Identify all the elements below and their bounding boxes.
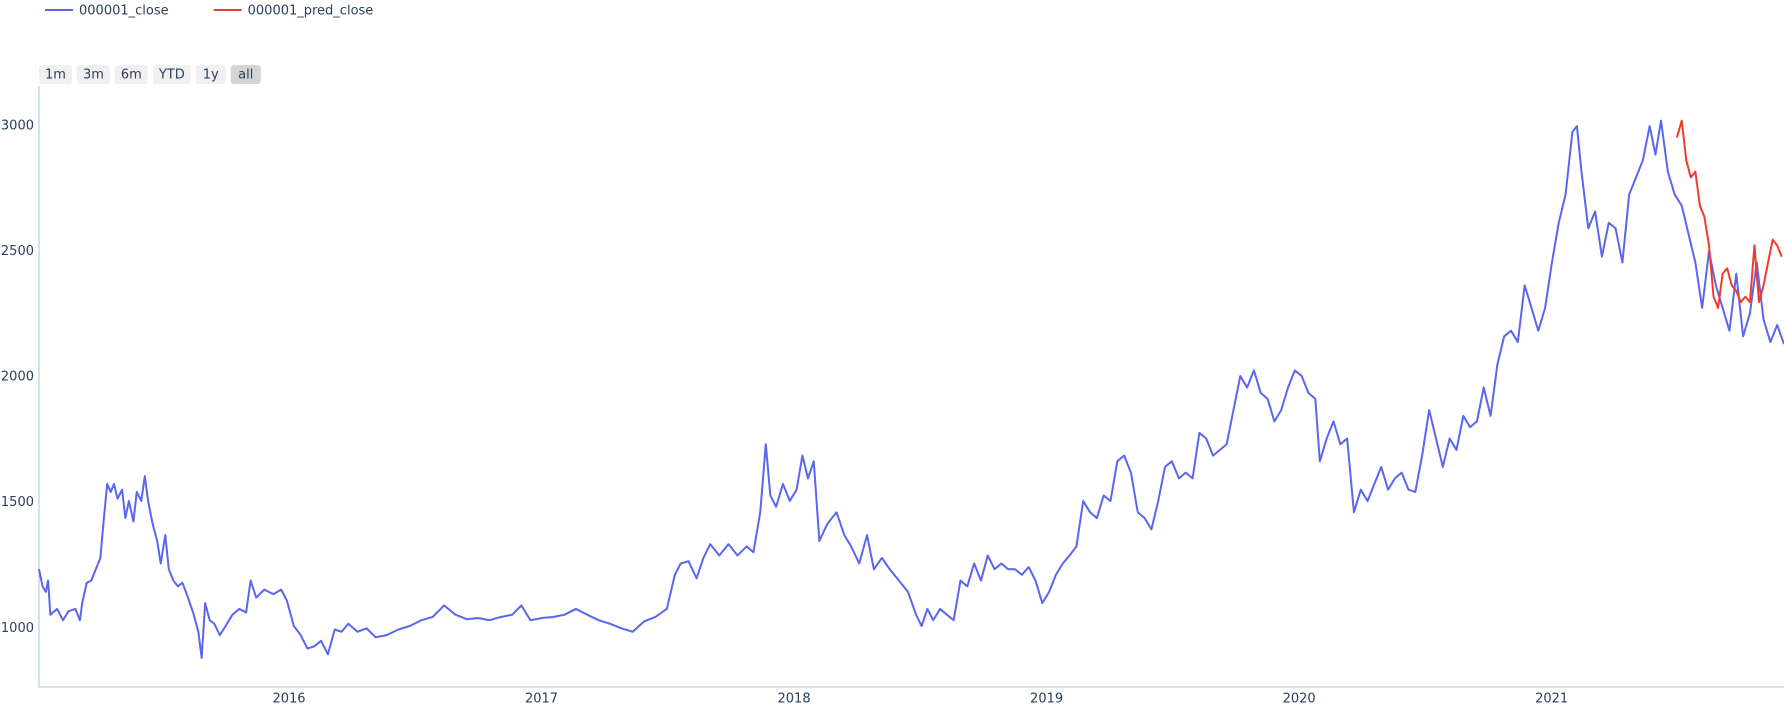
legend-label[interactable]: 000001_pred_close bbox=[248, 4, 374, 19]
range-button[interactable] bbox=[76, 65, 110, 84]
y-tick-label: 1000 bbox=[1, 621, 34, 636]
range-button-label[interactable]: 6m bbox=[121, 68, 142, 83]
range-button-label[interactable]: 3m bbox=[83, 68, 104, 83]
x-tick-label: 2021 bbox=[1535, 692, 1568, 705]
range-button[interactable] bbox=[230, 65, 261, 84]
x-tick-label: 2016 bbox=[272, 692, 305, 705]
range-button[interactable] bbox=[114, 65, 148, 84]
range-button[interactable] bbox=[152, 65, 191, 84]
range-button-label[interactable]: 1y bbox=[203, 68, 219, 83]
y-tick-label: 3000 bbox=[1, 119, 34, 134]
series-line bbox=[1675, 119, 1783, 309]
x-tick-label: 2017 bbox=[525, 692, 558, 705]
x-tick-label: 2019 bbox=[1030, 692, 1063, 705]
range-button-label[interactable]: all bbox=[238, 68, 253, 83]
x-tick-label: 2018 bbox=[778, 692, 811, 705]
y-tick-label: 2500 bbox=[1, 244, 34, 259]
y-tick-label: 2000 bbox=[1, 370, 34, 385]
range-button-label[interactable]: 1m bbox=[45, 68, 66, 83]
range-button-label[interactable]: YTD bbox=[158, 68, 185, 83]
legend-label[interactable]: 000001_close bbox=[79, 4, 169, 19]
range-button[interactable] bbox=[39, 65, 72, 84]
y-tick-label: 1500 bbox=[1, 495, 34, 510]
range-button[interactable] bbox=[195, 65, 226, 84]
x-tick-label: 2020 bbox=[1283, 692, 1316, 705]
series-line bbox=[38, 119, 1784, 659]
